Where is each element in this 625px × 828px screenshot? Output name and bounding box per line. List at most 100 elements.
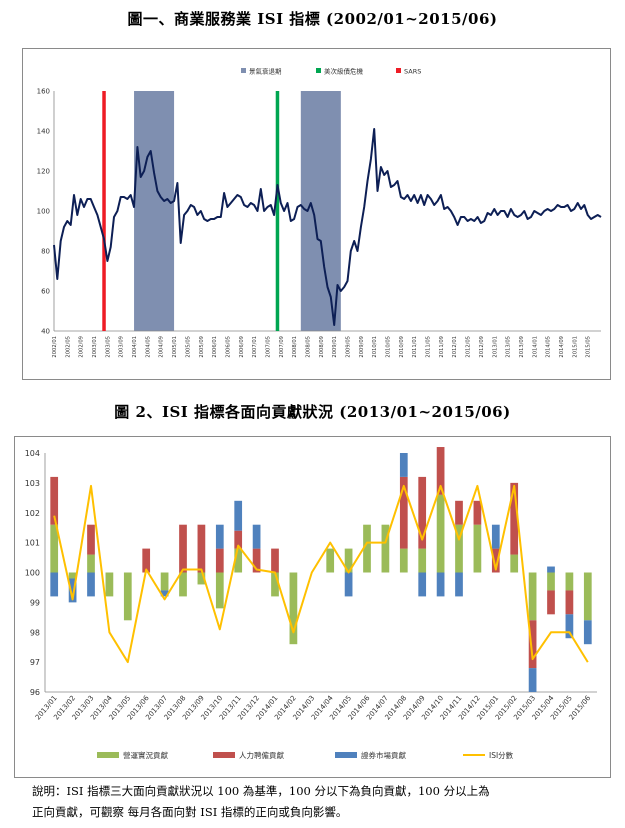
bar-ops-2013-07: [160, 572, 169, 591]
x-tick-label-2015-05: 2015/05: [586, 336, 592, 358]
bar-mkt-2015-03: [528, 668, 537, 692]
x-tick-label-2014-05: 2014/05: [546, 336, 552, 358]
bar-ops-2015-06: [583, 572, 592, 621]
x-tick-label-2008-09: 2008/09: [319, 336, 325, 358]
x-tick-label-2003-09: 2003/09: [119, 336, 125, 358]
x-tick-label-2004-05: 2004/05: [145, 336, 151, 358]
bar-hr-2014-12: [473, 500, 482, 525]
x-tick-label-2011-09: 2011/09: [439, 336, 445, 358]
bar-hr-2013-10: [215, 548, 224, 573]
bar-mkt-2014-09: [418, 572, 427, 597]
legend2-label-mkt: 證券市場貢獻: [361, 750, 406, 760]
bar-mkt-2013-02: [68, 578, 77, 603]
y-tick-label-160: 160: [37, 88, 50, 96]
bar-hr-2015-02: [510, 482, 519, 555]
bar-mkt-2013-03: [87, 572, 95, 597]
y2-tick-label-97: 97: [30, 658, 40, 667]
y2-tick-label-103: 103: [25, 479, 40, 488]
bar-hr-2014-08: [399, 476, 408, 549]
bar-hr-2013-12: [252, 548, 261, 573]
legend-label-0: 景氣衰退期: [249, 67, 282, 76]
contribution-bar-chart-frame: 96 97 98 99 100 101 102 103 104 2013/01 2013/02 201…: [14, 436, 611, 778]
bar-ops-2014-11: [455, 524, 463, 573]
x-tick-label-2013-01: 2013/01: [492, 336, 498, 358]
bar-hr-2014-10: [436, 447, 445, 495]
bar-ops-2013-10: [215, 572, 224, 609]
bar-mkt-2015-04: [547, 566, 555, 573]
x-tick-label-2012-05: 2012/05: [466, 336, 472, 358]
x-tick-label-2009-05: 2009/05: [346, 336, 352, 358]
x-tick-label-2004-01: 2004/01: [132, 336, 138, 358]
bar-hr-2014-09: [418, 476, 427, 549]
bar-ops-2015-05: [565, 572, 574, 591]
x-tick-label-2013-05: 2013/05: [506, 336, 512, 358]
legend-label-1: 美次級債危機: [324, 67, 364, 76]
y2-tick-label-99: 99: [30, 598, 40, 607]
bar-ops-2015-02: [510, 554, 519, 573]
bar-ops-2014-08: [399, 548, 408, 573]
bar-ops-2014-12: [473, 524, 482, 573]
y-tick-label-40: 40: [41, 328, 50, 336]
bar-hr-2013-08: [179, 524, 187, 573]
x-tick-label-2012-01: 2012/01: [452, 336, 458, 358]
bar-hr-2013-03: [87, 524, 95, 555]
bar-mkt-2014-08: [399, 453, 408, 477]
isi-score-line: [53, 484, 589, 664]
x-tick-label-2002-05: 2002/05: [65, 336, 71, 358]
contribution-bar-chart: 969798991001011021031042013/012013/02201…: [25, 447, 597, 760]
bar-ops-2014-02: [289, 572, 298, 645]
x-tick-label-2014-09: 2014/09: [559, 336, 565, 358]
isi-series-line: [53, 128, 602, 326]
bar-ops-2014-05: [344, 548, 353, 573]
x-tick-label-2005-09: 2005/09: [199, 336, 205, 358]
bar-ops-2013-02: [68, 572, 77, 579]
y2-tick-label-102: 102: [25, 509, 40, 518]
y-tick-label-120: 120: [37, 168, 50, 176]
x-tick-label-2007-01: 2007/01: [252, 336, 258, 358]
x-tick-label-2007-05: 2007/05: [265, 336, 271, 358]
x-tick-label-2003-01: 2003/01: [92, 336, 98, 358]
x-tick-label-2004-09: 2004/09: [159, 336, 165, 358]
legend2-label-hr: 人力聘僱貢獻: [239, 750, 284, 760]
bar-hr-2013-06: [142, 548, 151, 573]
y-tick-label-100: 100: [37, 208, 50, 216]
explanation-note: 說明：ISI 指標三大面向貢獻狀況以 100 為基準，100 分以下為負向貢獻，…: [32, 781, 602, 823]
bar-hr-2014-11: [455, 500, 463, 525]
bar-hr-2013-09: [197, 524, 206, 573]
chart2-legend: 營運實況貢獻 人力聘僱貢獻 證券市場貢獻 ISI分數: [97, 750, 514, 760]
bar-ops-2014-06: [363, 524, 371, 573]
bar-mkt-2015-01: [491, 524, 500, 549]
bar-mkt-2014-10: [436, 572, 445, 597]
x-tick-label-2002-09: 2002/09: [79, 336, 85, 358]
chart1-title: 圖一、商業服務業 ISI 指標 (2002/01~2015/06): [127, 10, 498, 28]
bar-mkt-2013-10: [215, 524, 224, 549]
isi-line-chart-frame: 景氣衰退期 美次級債危機 SARS 40 60 80 100 120 140 160 2002/01…: [22, 48, 611, 380]
legend2-swatch-hr: [213, 752, 235, 758]
bar-ops-2015-03: [528, 572, 537, 621]
y-tick-label-60: 60: [41, 288, 50, 296]
isi-line-chart: 景氣衰退期 美次級債危機 SARS 40 60 80 100 120 140 160 2002/01…: [37, 67, 602, 358]
x-tick-label-2007-09: 2007/09: [279, 336, 285, 358]
bar-ops-2013-01: [50, 524, 59, 573]
x-tick-label-2011-05: 2011/05: [426, 336, 432, 358]
bar-mkt-2015-06: [583, 620, 592, 645]
x-tick-label-2011-01: 2011/01: [412, 336, 418, 358]
bar-ops-2013-04: [105, 572, 114, 597]
legend-swatch-0: [241, 68, 246, 73]
bar-mkt-2013-07: [160, 590, 169, 597]
bar-mkt-2015-05: [565, 614, 574, 639]
y2-tick-label-98: 98: [30, 628, 40, 637]
legend2-swatch-mkt: [335, 752, 357, 758]
bar-hr-2015-01: [491, 548, 500, 573]
x-tick-label-2005-05: 2005/05: [185, 336, 191, 358]
x-tick-label-2008-01: 2008/01: [292, 336, 298, 358]
y-tick-label-80: 80: [41, 248, 50, 256]
legend2-label-isi: ISI分數: [489, 750, 514, 760]
legend2-swatch-ops: [97, 752, 119, 758]
bar-hr-2015-03: [528, 620, 537, 669]
bar-hr-2013-01: [50, 476, 59, 525]
bar-mkt-2013-01: [50, 572, 59, 597]
x-tick-label-2002-01: 2002/01: [52, 336, 58, 358]
y2-tick-label-104: 104: [25, 449, 40, 458]
note-line-2: 正向貢獻，可觀察 每月各面向對 ISI 指標的正向或負向影響。: [32, 805, 348, 819]
